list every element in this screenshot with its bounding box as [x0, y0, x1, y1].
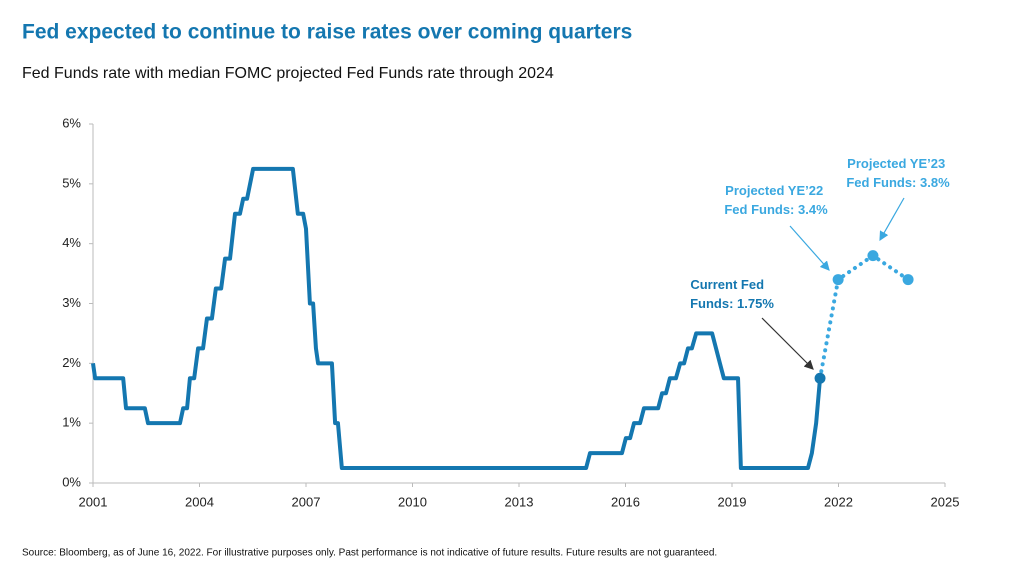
y-tick-label: 0%: [62, 474, 81, 489]
x-tick-label: 2016: [611, 494, 640, 509]
x-tick-label: 2013: [505, 494, 534, 509]
annotation-line: Projected YE’22: [725, 183, 823, 198]
series-line: [91, 166, 823, 471]
annotation-line: Projected YE’23: [847, 156, 945, 171]
x-tick-label: 2022: [824, 494, 853, 509]
annotation-arrow: [789, 225, 830, 271]
y-tick-label: 4%: [62, 235, 81, 250]
data-point: [814, 372, 826, 384]
x-tick-label: 2010: [398, 494, 427, 509]
x-tick-label: 2004: [185, 494, 214, 509]
annotation-line: Funds: 1.75%: [690, 296, 774, 311]
chart-title: Fed expected to continue to raise rates …: [22, 21, 632, 44]
annotation-line: Fed Funds: 3.4%: [724, 202, 828, 217]
data-point: [832, 274, 844, 286]
y-tick-label: 3%: [62, 295, 81, 310]
annotation-arrow: [879, 197, 905, 242]
x-tick-label: 2007: [292, 494, 321, 509]
x-tick-label: 2001: [79, 494, 108, 509]
y-tick-label: 2%: [62, 355, 81, 370]
annotation-arrow: [761, 317, 814, 370]
annotation: Projected YE’22 Fed Funds: 3.4%: [724, 183, 828, 217]
data-point: [867, 250, 879, 262]
y-tick-label: 5%: [62, 175, 81, 190]
x-tick-label: 2025: [931, 494, 960, 509]
series-line: [818, 253, 911, 381]
annotation: Current Fed Funds: 1.75%: [690, 277, 774, 311]
annotation-line: Current Fed: [690, 277, 764, 292]
x-tick-label: 2019: [718, 494, 747, 509]
y-tick-label: 6%: [62, 115, 81, 130]
annotation: Projected YE’23 Fed Funds: 3.8%: [846, 156, 950, 190]
annotation-line: Fed Funds: 3.8%: [846, 175, 950, 190]
data-point: [902, 274, 914, 286]
source-note: Source: Bloomberg, as of June 16, 2022. …: [22, 548, 717, 559]
y-tick-label: 1%: [62, 415, 81, 430]
chart-subtitle: Fed Funds rate with median FOMC projecte…: [22, 65, 554, 82]
